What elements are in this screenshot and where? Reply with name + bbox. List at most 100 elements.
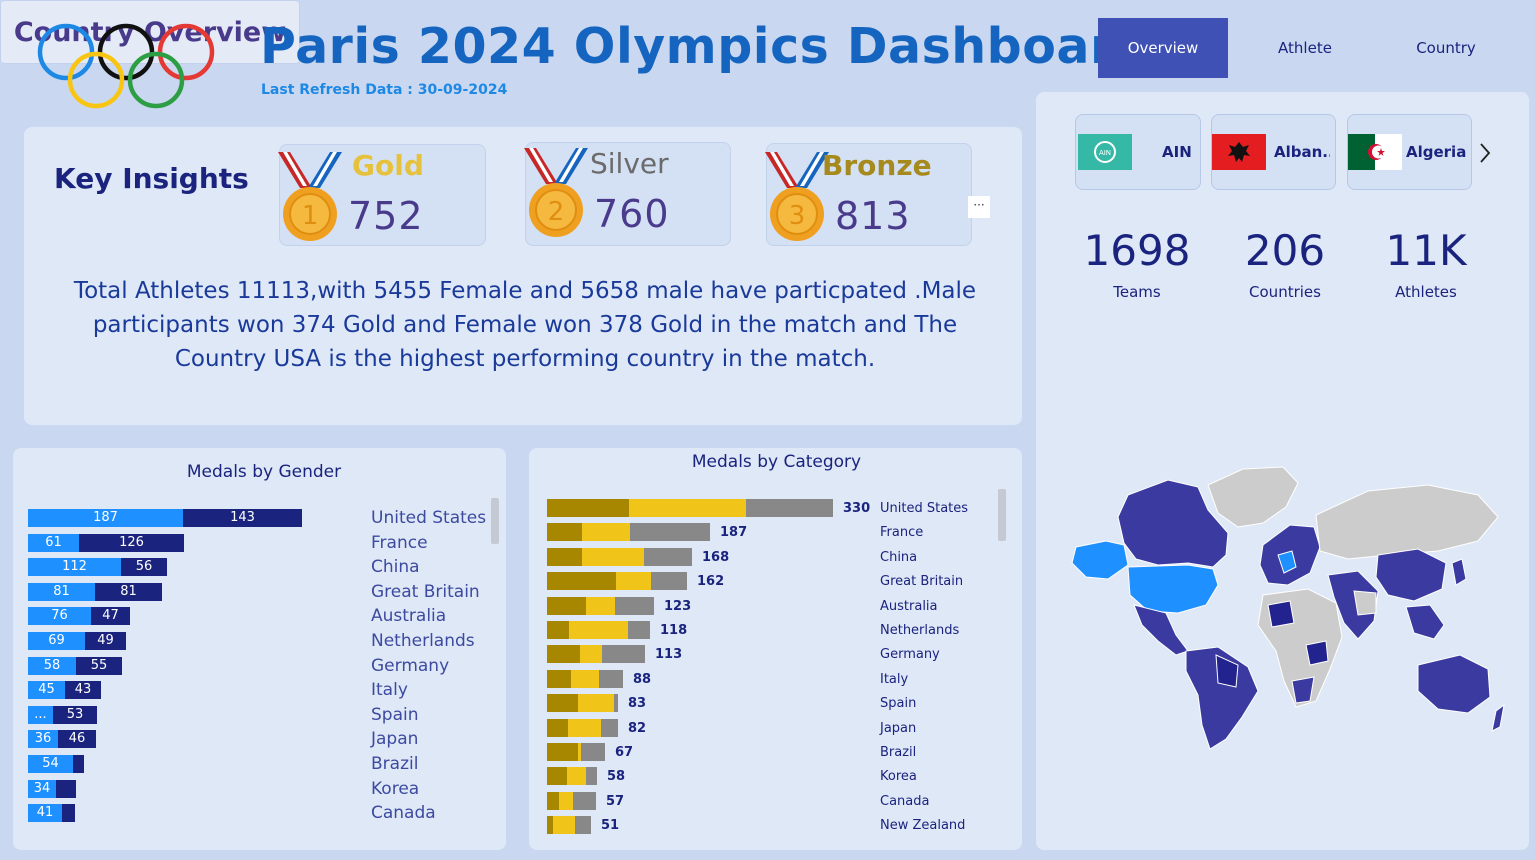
silver-medal-icon: 2 xyxy=(524,148,588,237)
category-bar-gold xyxy=(547,621,569,639)
gender-bar-female: 61 xyxy=(28,534,79,552)
category-bar-gold xyxy=(547,694,578,712)
category-total-label: 168 xyxy=(702,550,730,565)
category-bar-gold xyxy=(547,792,559,810)
category-country-label: Australia xyxy=(880,599,938,614)
category-bar-gold xyxy=(547,743,578,761)
last-refresh-date: Last Refresh Data : 30-09-2024 xyxy=(261,82,508,98)
category-total-label: 330 xyxy=(843,501,871,516)
category-bar-bronze xyxy=(602,645,645,663)
gender-bar-male: 43 xyxy=(65,681,101,699)
gender-bar-female: 76 xyxy=(28,607,91,625)
gender-bar-male xyxy=(56,780,76,798)
category-bar-bronze xyxy=(586,767,597,785)
country-chip-label: Alban... xyxy=(1274,143,1330,161)
chevron-right-icon[interactable] xyxy=(1477,142,1493,164)
svg-text:2: 2 xyxy=(548,197,565,227)
category-country-label: Korea xyxy=(880,769,917,784)
category-bar-silver xyxy=(582,523,630,541)
gender-bar-female: ... xyxy=(28,706,53,724)
category-total-label: 123 xyxy=(664,599,692,614)
category-chart-title: Medals by Category xyxy=(691,452,862,472)
category-total-label: 88 xyxy=(633,672,652,687)
category-bar-gold xyxy=(547,816,553,834)
gender-bar-male: 81 xyxy=(95,583,162,601)
category-total-label: 113 xyxy=(655,647,683,662)
country-chip-label: AIN xyxy=(1162,143,1192,161)
kpi-countries-label: Countries xyxy=(1249,283,1321,301)
gender-chart-title: Medals by Gender xyxy=(186,462,342,482)
category-country-label: Netherlands xyxy=(880,623,960,638)
bronze-medal-icon: 3 xyxy=(765,152,829,241)
category-country-label: Great Britain xyxy=(880,574,964,589)
category-bar-silver xyxy=(616,572,651,590)
svg-text:3: 3 xyxy=(789,201,806,231)
category-bar-bronze xyxy=(601,719,618,737)
category-total-label: 118 xyxy=(660,623,688,638)
gender-country-label: Germany xyxy=(371,656,450,676)
category-bar-gold xyxy=(547,548,582,566)
gender-bar-male: 47 xyxy=(91,607,130,625)
tab-overview[interactable]: Overview xyxy=(1098,18,1228,78)
gender-bar-female: 112 xyxy=(28,558,121,576)
category-bar-bronze xyxy=(651,572,687,590)
svg-text:AIN: AIN xyxy=(1099,149,1111,157)
category-bar-silver xyxy=(571,670,599,688)
category-country-label: Germany xyxy=(880,647,940,662)
gender-bar-male: 49 xyxy=(85,632,126,650)
gender-bar-male: 143 xyxy=(183,509,302,527)
gold-label: Gold xyxy=(352,149,424,182)
category-bar-gold xyxy=(547,572,616,590)
world-map[interactable] xyxy=(1058,455,1508,755)
country-chip-label: Algeria xyxy=(1406,143,1467,161)
category-bar-gold xyxy=(547,645,580,663)
gender-chart-scrollbar[interactable] xyxy=(491,498,499,544)
gender-bar-male: 126 xyxy=(79,534,184,552)
category-chart-scrollbar[interactable] xyxy=(998,489,1006,541)
olympic-rings-logo xyxy=(37,23,215,109)
category-bar-silver xyxy=(569,621,628,639)
gender-bar-female: 54 xyxy=(28,755,73,773)
gender-country-label: France xyxy=(371,533,428,553)
category-total-label: 162 xyxy=(697,574,725,589)
page-title: Paris 2024 Olympics Dashboard xyxy=(260,18,1151,75)
category-bar-gold xyxy=(547,597,586,615)
key-insights-heading: Key Insights xyxy=(54,162,249,195)
category-bar-silver xyxy=(568,719,601,737)
category-total-label: 67 xyxy=(615,745,634,760)
more-options-icon[interactable]: ··· xyxy=(968,196,990,218)
insight-summary-text: Total Athletes 11113,with 5455 Female an… xyxy=(73,278,977,372)
albania-flag-icon xyxy=(1212,134,1266,170)
gender-country-label: Australia xyxy=(371,606,447,626)
country-chip-albania[interactable]: Alban... xyxy=(1211,114,1336,190)
country-chip-ain[interactable]: AIN AIN xyxy=(1075,114,1201,190)
gender-country-label: Great Britain xyxy=(371,582,480,602)
gold-count: 752 xyxy=(348,194,424,238)
gender-country-label: United States xyxy=(371,508,487,528)
gender-country-label: Italy xyxy=(371,680,408,700)
tab-athlete[interactable]: Athlete xyxy=(1278,39,1332,57)
category-bar-gold xyxy=(547,670,571,688)
category-bar-silver xyxy=(586,597,615,615)
kpi-teams-value: 1698 xyxy=(1083,226,1191,275)
kpi-athletes-label: Athletes xyxy=(1395,283,1457,301)
gender-bar-male xyxy=(73,755,84,773)
gender-country-label: Netherlands xyxy=(371,631,475,651)
gender-bar-female: 69 xyxy=(28,632,85,650)
gender-bar-female: 187 xyxy=(28,509,183,527)
category-total-label: 51 xyxy=(601,818,620,833)
category-total-label: 82 xyxy=(628,721,647,736)
tab-country[interactable]: Country xyxy=(1416,39,1476,57)
category-bar-bronze xyxy=(614,694,618,712)
category-bar-gold xyxy=(547,523,582,541)
category-country-label: Japan xyxy=(880,721,917,736)
country-chip-algeria[interactable]: Algeria xyxy=(1347,114,1472,190)
ain-flag-icon: AIN xyxy=(1078,134,1132,170)
gender-bar-female: 81 xyxy=(28,583,95,601)
gender-bar-male: 53 xyxy=(53,706,97,724)
category-total-label: 58 xyxy=(607,769,626,784)
gold-medal-icon: 1 xyxy=(278,152,342,241)
category-total-label: 83 xyxy=(628,696,647,711)
category-bar-gold xyxy=(547,719,568,737)
category-bar-silver xyxy=(582,548,644,566)
